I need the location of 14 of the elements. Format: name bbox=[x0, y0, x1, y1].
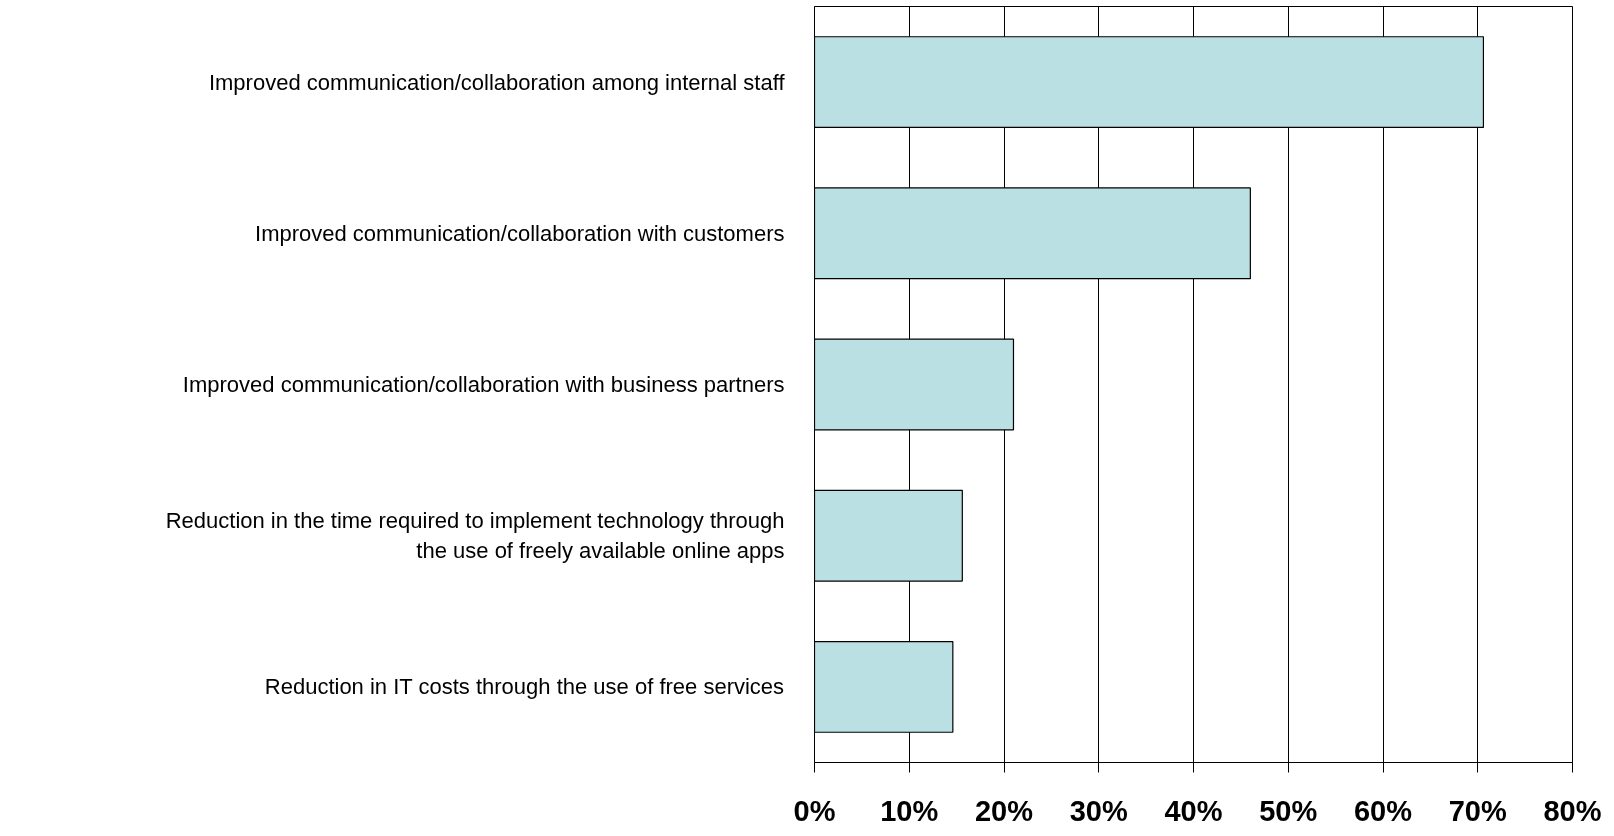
y-tick-label: Improved communication/collaboration with customers bbox=[255, 220, 785, 246]
x-tick-label: 40% bbox=[1164, 794, 1223, 827]
x-tick-label: 60% bbox=[1353, 794, 1413, 827]
x-tick-label: 0% bbox=[793, 794, 836, 827]
x-tick-label: 10% bbox=[880, 794, 939, 827]
x-tick-label: 30% bbox=[1069, 794, 1128, 827]
y-tick-label: Improved communication/collaboration among internal staff bbox=[208, 69, 786, 95]
x-tick-label: 70% bbox=[1448, 794, 1507, 827]
x-tick-label: 80% bbox=[1543, 794, 1602, 827]
y-tick-label: Reduction in IT costs through the use of free services bbox=[264, 674, 785, 700]
y-tick-label: Reduction in the time required to implement technology through the use of freely available online apps bbox=[165, 508, 785, 564]
x-tick-label: 50% bbox=[1259, 794, 1318, 827]
y-tick-label: Improved communication/collaboration with business partners bbox=[182, 372, 785, 397]
x-tick-label: 20% bbox=[974, 794, 1034, 827]
